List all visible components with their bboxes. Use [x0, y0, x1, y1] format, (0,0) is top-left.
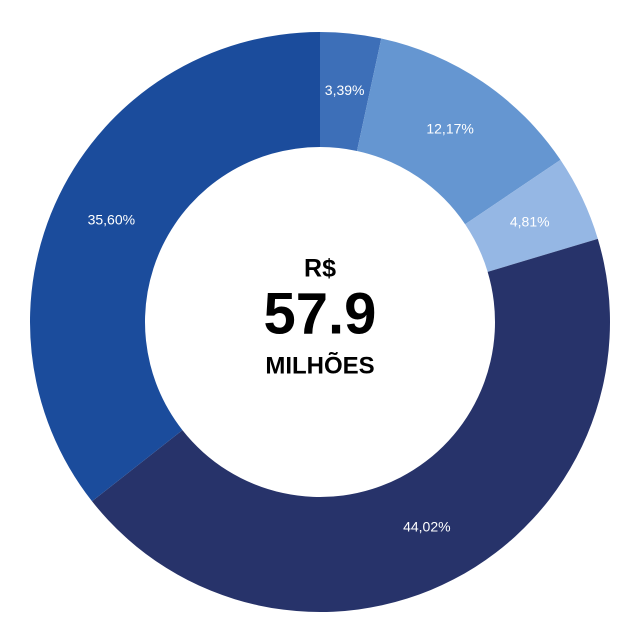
wedge — [29, 32, 321, 502]
data-label: 3,39% — [325, 82, 365, 98]
data-label: 4,81% — [510, 213, 550, 229]
center-text: R$ — [304, 255, 336, 283]
data-label: 44,02% — [403, 519, 450, 535]
wedge — [356, 38, 561, 225]
data-label: 35,60% — [88, 211, 135, 227]
wedge — [92, 238, 611, 613]
wedge — [320, 32, 382, 151]
data-label: 12,17% — [426, 121, 473, 137]
center-value: 57.9 — [264, 281, 377, 346]
donut — [29, 32, 611, 613]
wedge — [465, 159, 598, 272]
center-text: MILHÕES — [265, 351, 374, 379]
